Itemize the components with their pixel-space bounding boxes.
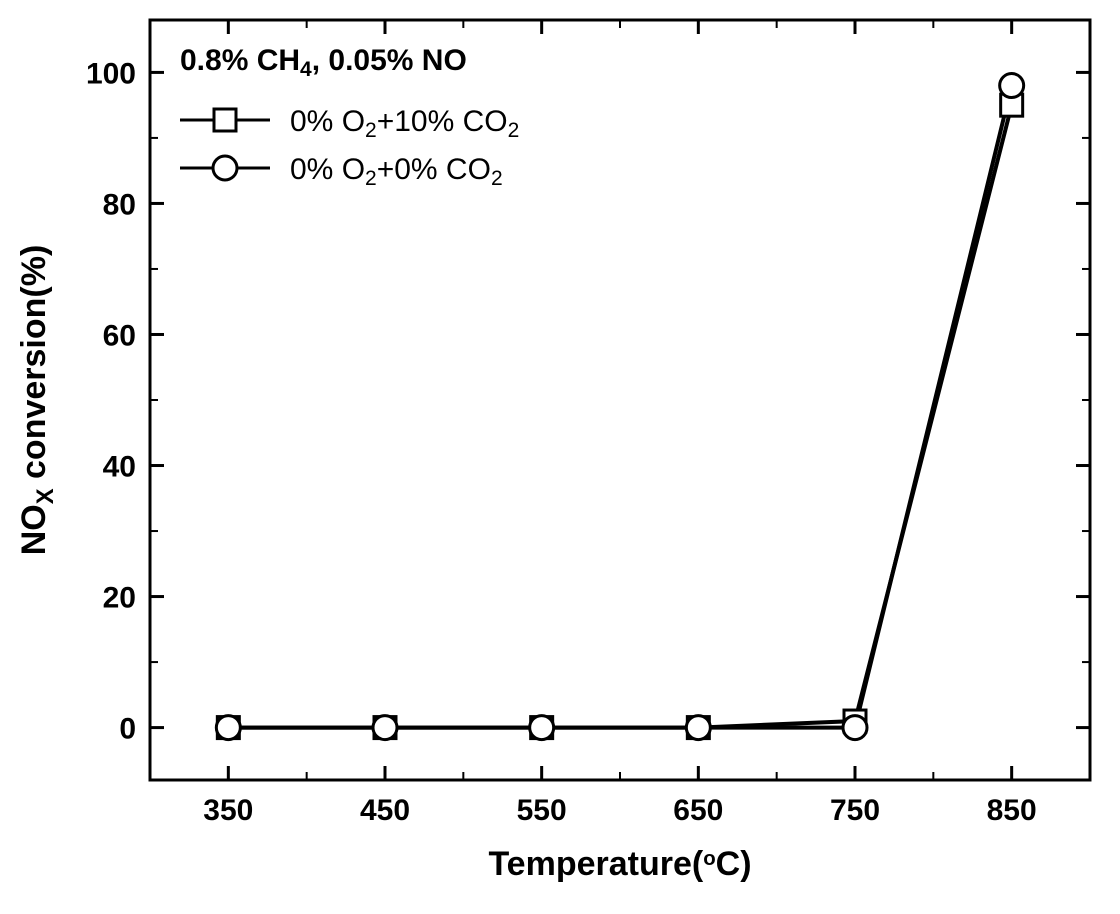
x-tick-label: 850 [987, 794, 1037, 827]
y-tick-label: 80 [103, 188, 136, 221]
legend-marker-square-icon [214, 109, 236, 131]
y-axis-label: NOX conversion(%) [15, 245, 59, 556]
x-tick-label: 750 [830, 794, 880, 827]
marker-circle-icon [530, 716, 554, 740]
legend-label: 0% O2+0% CO2 [290, 153, 503, 190]
chart-container: 350 450 550 650 750 850 0 20 40 60 80 100 Temperatur… [0, 0, 1120, 914]
x-tick-label: 550 [517, 794, 567, 827]
y-tick-label: 100 [86, 57, 136, 90]
x-axis-label: Temperature(oC) [488, 845, 751, 883]
y-tick-label: 60 [103, 319, 136, 352]
marker-circle-icon [843, 716, 867, 740]
x-tick-label: 650 [673, 794, 723, 827]
marker-circle-icon [216, 716, 240, 740]
marker-circle-icon [686, 716, 710, 740]
legend-marker-circle-icon [213, 156, 237, 180]
y-tick-label: 0 [119, 713, 136, 746]
marker-circle-icon [373, 716, 397, 740]
x-tick-label: 350 [203, 794, 253, 827]
conditions-annotation: 0.8% CH4, 0.05% NO [180, 44, 467, 81]
x-tick-label: 450 [360, 794, 410, 827]
y-tick-label: 20 [103, 582, 136, 615]
legend-label: 0% O2+10% CO2 [290, 105, 519, 142]
y-tick-label: 40 [103, 451, 136, 484]
chart-svg: 350 450 550 650 750 850 0 20 40 60 80 100 Temperatur… [0, 0, 1120, 914]
marker-circle-icon [1000, 74, 1024, 98]
